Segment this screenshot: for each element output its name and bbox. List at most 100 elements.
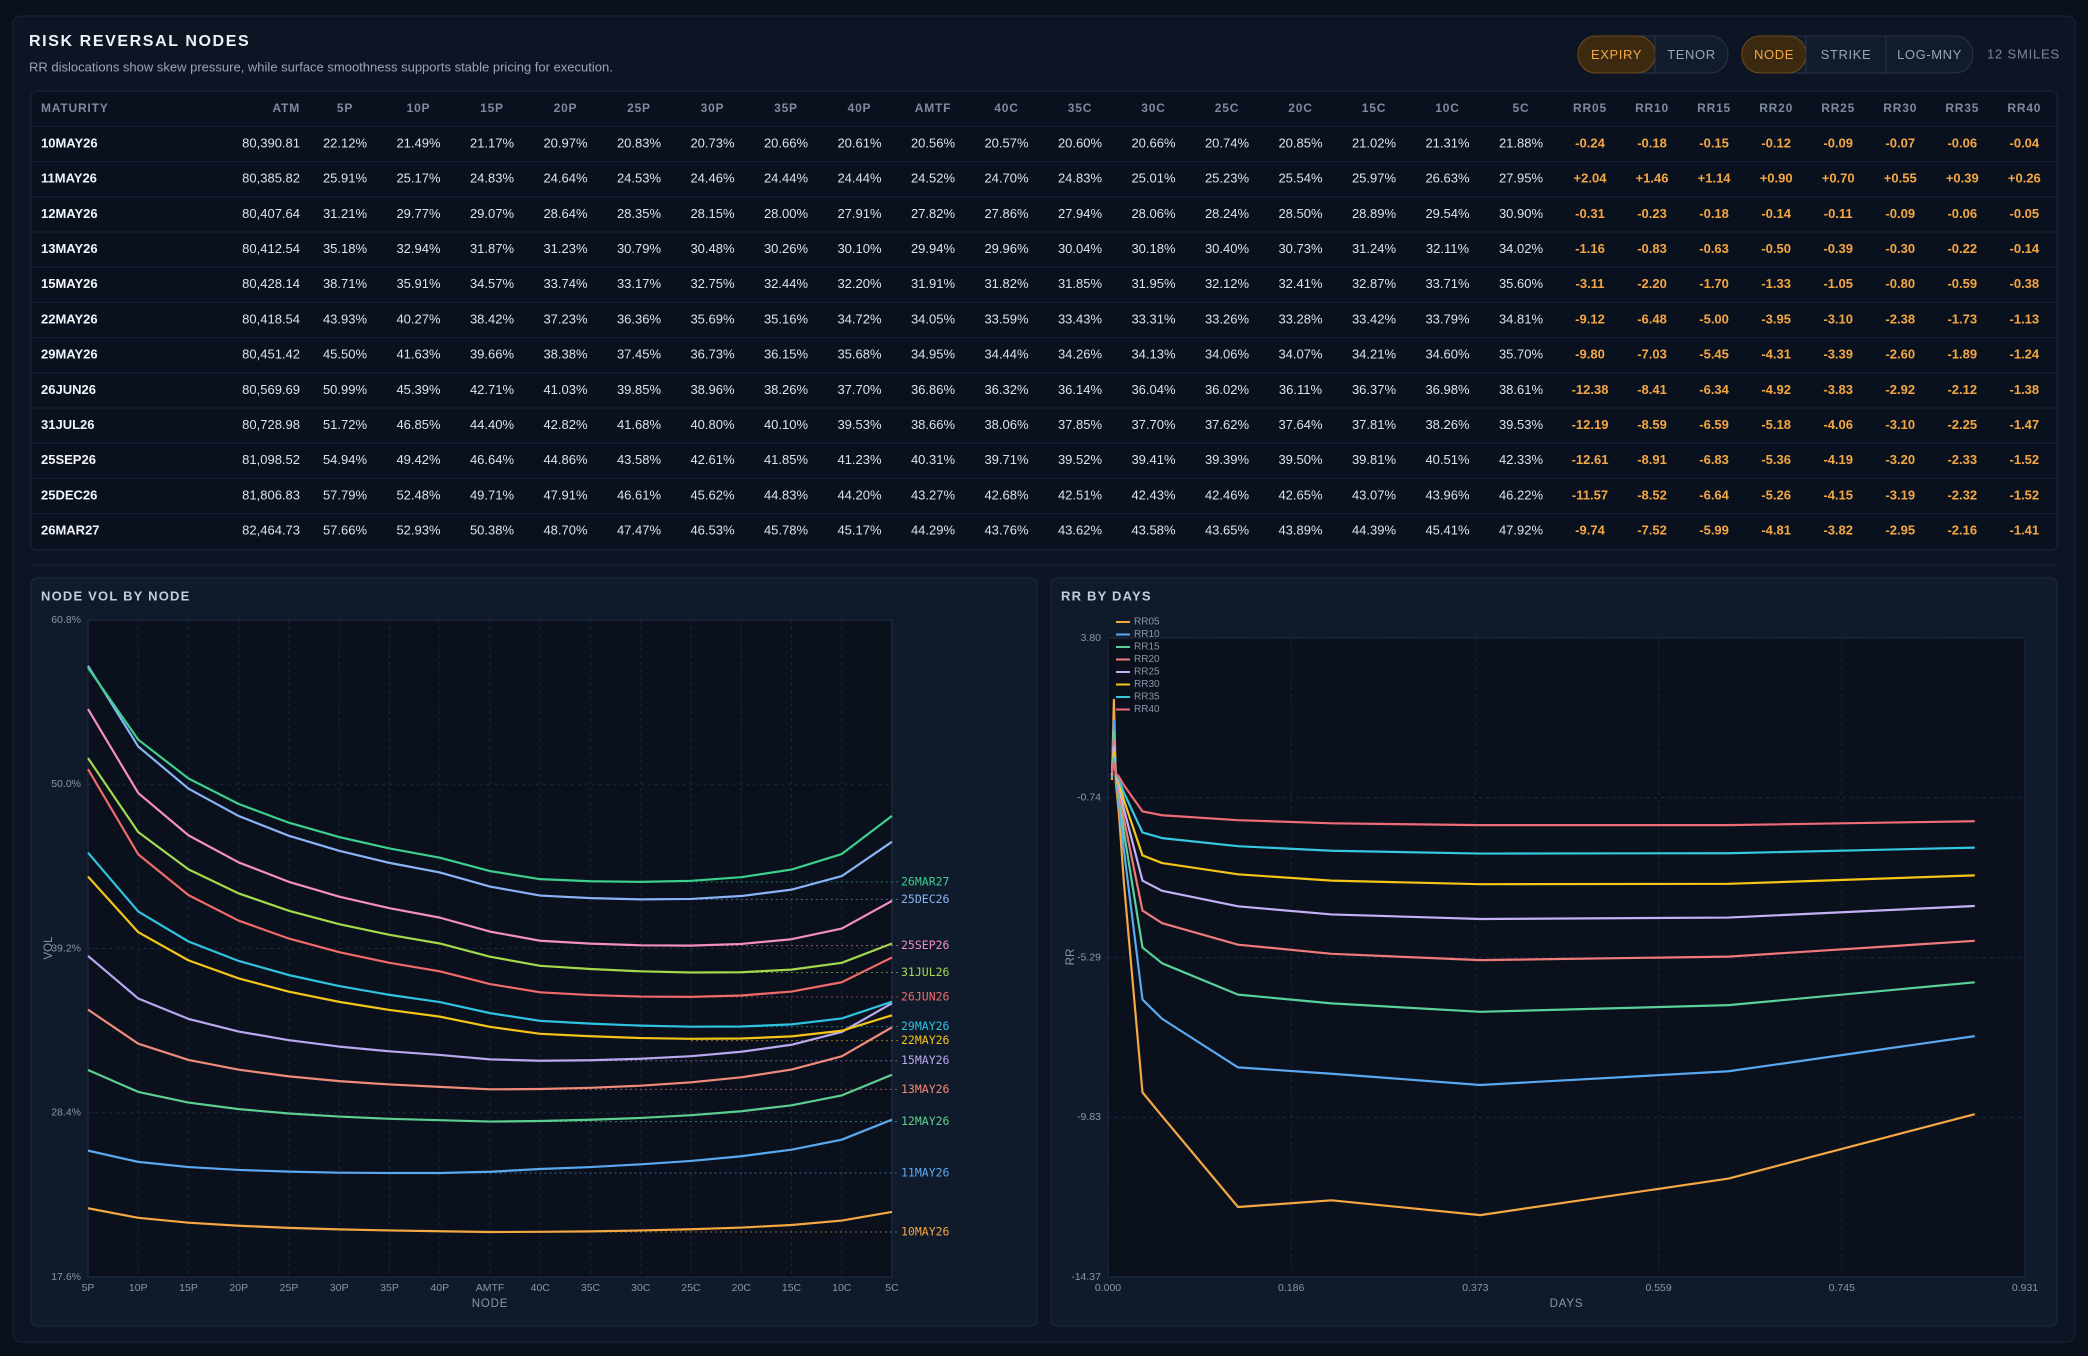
vol-cell: 43.07%	[1352, 487, 1397, 502]
toggle-option[interactable]: NODE	[1754, 47, 1794, 62]
rr-cell: -0.07	[1885, 135, 1915, 150]
vol-cell: 43.58%	[1131, 523, 1176, 538]
x-tick-label: 10C	[832, 1282, 852, 1294]
legend-label: RR25	[1134, 667, 1160, 678]
rr-cell: -3.10	[1823, 311, 1853, 326]
vol-cell: 80,569.69	[242, 382, 300, 397]
rr-cell: -2.33	[1947, 452, 1977, 467]
rr-cell: -12.38	[1572, 382, 1609, 397]
vol-cell: 44.86%	[543, 452, 588, 467]
vol-cell: 35.70%	[1499, 347, 1544, 362]
x-tick-label: 0.745	[1829, 1282, 1855, 1294]
vol-cell: 28.50%	[1278, 206, 1323, 221]
vol-cell: 37.62%	[1205, 417, 1250, 432]
rr-cell: -0.09	[1885, 206, 1915, 221]
column-header: RR25	[1821, 101, 1855, 115]
rr-cell: -0.06	[1947, 135, 1977, 150]
vol-cell: 42.71%	[470, 382, 515, 397]
vol-cell: 29.96%	[984, 241, 1029, 256]
vol-cell: 34.02%	[1499, 241, 1544, 256]
x-axis-label: DAYS	[1550, 1298, 1584, 1310]
rr-cell: -8.59	[1637, 417, 1667, 432]
rr-cell: -0.09	[1823, 135, 1853, 150]
rr-cell: +1.14	[1698, 171, 1732, 186]
vol-cell: 28.00%	[764, 206, 809, 221]
vol-cell: 80,418.54	[242, 311, 300, 326]
vol-cell: 32.11%	[1426, 241, 1470, 256]
y-tick-label: 39.2%	[51, 942, 81, 954]
maturity-cell: 25DEC26	[41, 487, 97, 502]
y-tick-label: -14.37	[1071, 1271, 1101, 1283]
vol-cell: 49.42%	[396, 452, 441, 467]
vol-cell: 34.81%	[1499, 311, 1544, 326]
x-tick-label: 30P	[330, 1282, 349, 1294]
y-tick-label: 28.4%	[51, 1107, 81, 1119]
rr-cell: +1.46	[1636, 171, 1669, 186]
column-header: MATURITY	[41, 101, 109, 115]
rr-cell: +0.90	[1760, 171, 1793, 186]
vol-cell: 51.72%	[323, 417, 368, 432]
column-header: ATM	[272, 101, 300, 115]
vol-cell: 30.40%	[1205, 241, 1250, 256]
rr-cell: -0.05	[2010, 206, 2040, 221]
rr-cell: -0.23	[1637, 206, 1667, 221]
column-header: 5C	[1513, 101, 1530, 115]
x-tick-label: 35P	[380, 1282, 399, 1294]
column-header: 30C	[1141, 101, 1165, 115]
vol-cell: 37.70%	[837, 382, 882, 397]
rr-cell: -6.64	[1699, 487, 1729, 502]
y-axis-label: VOL	[43, 936, 55, 960]
vol-cell: 35.91%	[396, 276, 441, 291]
vol-cell: 44.29%	[911, 523, 956, 538]
vol-cell: 40.51%	[1425, 452, 1470, 467]
vol-cell: 46.85%	[396, 417, 441, 432]
maturity-cell: 29MAY26	[41, 347, 98, 362]
vol-cell: 39.85%	[617, 382, 662, 397]
column-header: 25C	[1215, 101, 1239, 115]
maturity-cell: 12MAY26	[41, 206, 98, 221]
chart-title: RR BY DAYS	[1061, 588, 1152, 603]
vol-cell: 30.79%	[617, 241, 662, 256]
toggle-option[interactable]: EXPIRY	[1591, 47, 1642, 62]
x-tick-label: 20P	[229, 1282, 248, 1294]
x-tick-label: 0.559	[1645, 1282, 1671, 1294]
rr-cell: -3.19	[1885, 487, 1915, 502]
vol-cell: 33.74%	[543, 276, 588, 291]
toggle-option[interactable]: TENOR	[1667, 47, 1716, 62]
vol-cell: 36.04%	[1131, 382, 1176, 397]
vol-cell: 26.63%	[1425, 171, 1470, 186]
vol-cell: 80,451.42	[242, 347, 300, 362]
toggle-option[interactable]: LOG-MNY	[1897, 47, 1962, 62]
vol-cell: 57.66%	[323, 523, 368, 538]
vol-cell: 20.74%	[1205, 135, 1250, 150]
column-header: RR35	[1945, 101, 1979, 115]
y-tick-label: -9.83	[1077, 1111, 1101, 1123]
vol-cell: 34.07%	[1278, 347, 1323, 362]
rr-cell: -4.81	[1761, 523, 1791, 538]
vol-cell: 39.39%	[1205, 452, 1250, 467]
rr-cell: -3.39	[1823, 347, 1853, 362]
vol-cell: 30.73%	[1278, 241, 1323, 256]
rr-cell: +0.26	[2008, 171, 2041, 186]
column-header: 25P	[627, 101, 651, 115]
x-tick-label: 10P	[129, 1282, 148, 1294]
vol-cell: 43.65%	[1205, 523, 1250, 538]
vol-cell: 80,412.54	[242, 241, 300, 256]
vol-cell: 80,407.64	[242, 206, 300, 221]
vol-cell: 38.26%	[764, 382, 809, 397]
vol-cell: 38.96%	[690, 382, 735, 397]
rr-cell: -0.14	[2010, 241, 2040, 256]
vol-cell: 80,385.82	[242, 171, 300, 186]
vol-cell: 42.61%	[690, 452, 735, 467]
vol-cell: 43.27%	[911, 487, 956, 502]
vol-cell: 36.98%	[1425, 382, 1470, 397]
vol-cell: 36.36%	[617, 311, 662, 326]
table-panel	[30, 90, 2058, 551]
rr-cell: -2.60	[1885, 347, 1915, 362]
rr-cell: -12.19	[1572, 417, 1609, 432]
toggle-option[interactable]: STRIKE	[1821, 47, 1872, 62]
vol-cell: 80,390.81	[242, 135, 300, 150]
rr-cell: -2.32	[1947, 487, 1977, 502]
column-header: 20P	[554, 101, 578, 115]
rr-cell: -1.70	[1699, 276, 1729, 291]
